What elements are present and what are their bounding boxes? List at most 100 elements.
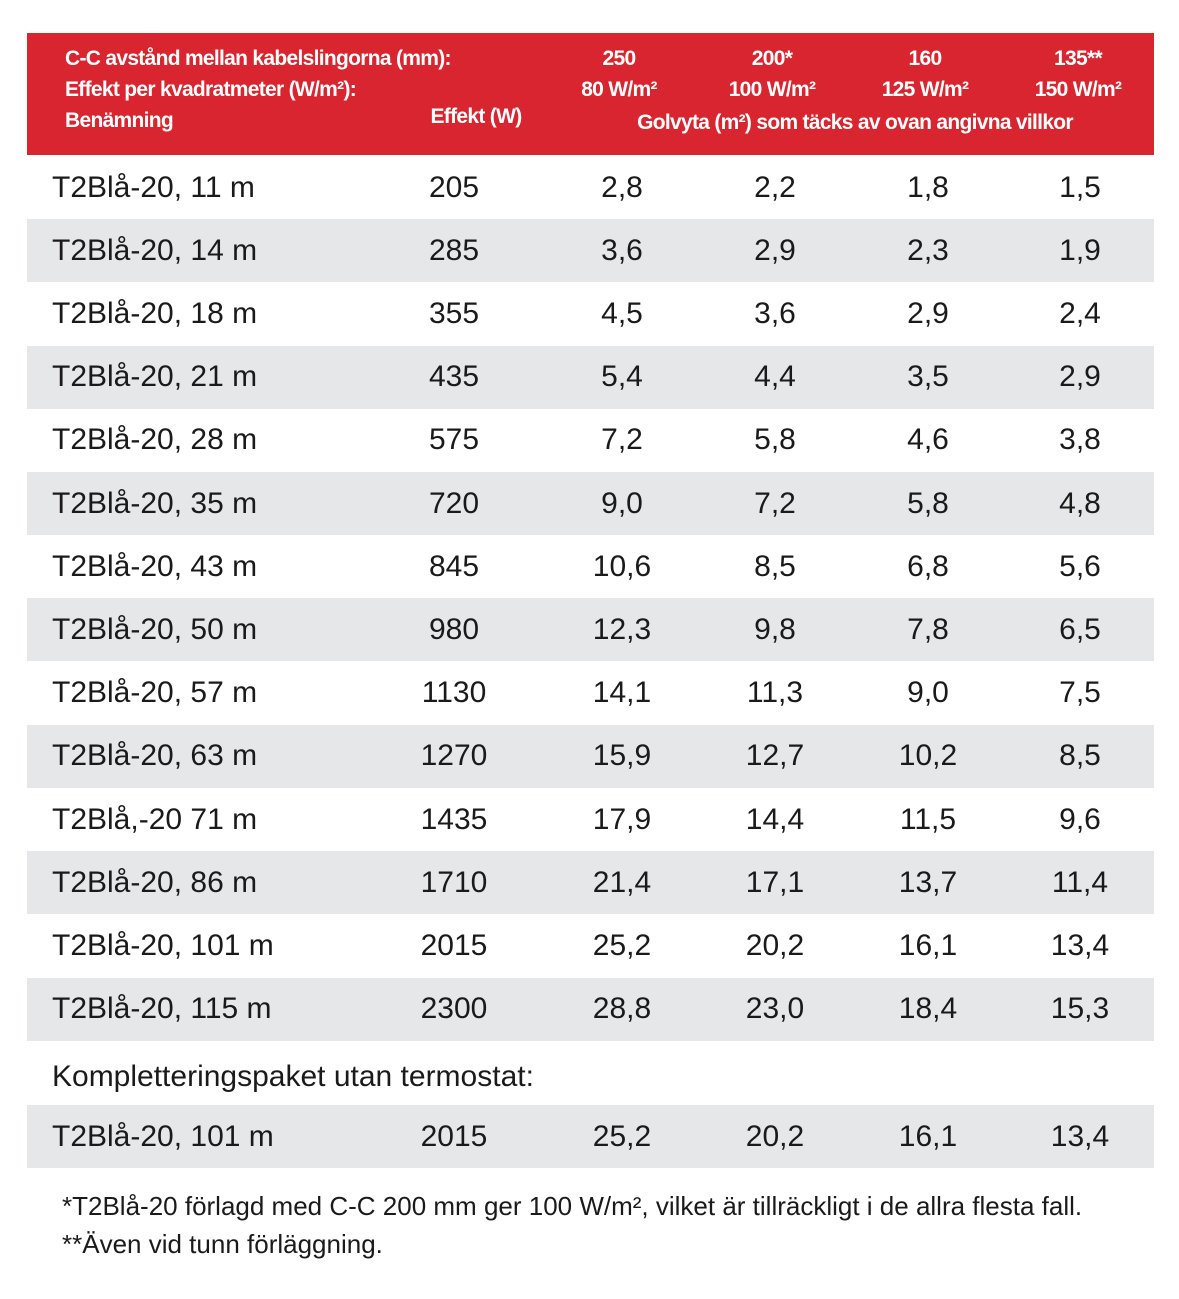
table-row: T2Blå-20, 63 m 1270 15,9 12,7 10,2 8,5	[27, 724, 1154, 788]
cell-value: 9,6	[1059, 802, 1101, 836]
cell-value: 3,6	[601, 233, 643, 267]
cell-value: 11,3	[746, 676, 804, 710]
cell-name: T2Blå-20, 57 m	[52, 676, 258, 710]
cell-value: 5,6	[1059, 549, 1101, 583]
table-row: T2Blå-20, 18 m 355 4,5 3,6 2,9 2,4	[27, 282, 1154, 345]
cell-name: T2Blå-20, 43 m	[52, 549, 258, 583]
cell-value: 11,5	[899, 802, 957, 836]
table-row: T2Blå-20, 21 m 435 5,4 4,4 3,5 2,9	[27, 345, 1154, 409]
cell-value: 5,4	[601, 360, 643, 394]
table-row: T2Blå-20, 101 m 2015 25,2 20,2 16,1 13,4	[27, 914, 1154, 977]
cell-name: T2Blå-20, 21 m	[52, 360, 258, 394]
cell-name: T2Blå-20, 35 m	[52, 486, 258, 520]
table-row: T2Blå-20, 101 m 2015 25,2 20,2 16,1 13,4	[27, 1105, 1154, 1168]
cell-value: 1710	[420, 865, 488, 899]
cell-value: 845	[428, 549, 480, 583]
cell-value: 23,0	[745, 992, 805, 1026]
cc-label: C-C avstånd mellan kabelslingorna (mm):	[65, 47, 451, 70]
cell-value: 8,5	[1059, 739, 1101, 773]
cell-value: 6,8	[907, 549, 949, 583]
cell-value: 25,2	[592, 928, 652, 962]
cell-name: T2Blå-20, 115 m	[52, 992, 272, 1026]
cell-value: 11,4	[1051, 865, 1109, 899]
cell-value: 2,9	[1059, 360, 1101, 394]
cell-value: 5,8	[754, 423, 796, 457]
cell-value: 16,1	[898, 928, 958, 962]
cell-value: 9,8	[754, 612, 796, 646]
cell-value: 13,4	[1050, 928, 1110, 962]
cell-value: 4,5	[601, 296, 643, 330]
table-header: C-C avstånd mellan kabelslingorna (mm): …	[27, 33, 1154, 155]
cell-value: 7,5	[1059, 676, 1101, 710]
table-row: T2Blå-20, 14 m 285 3,6 2,9 2,3 1,9	[27, 219, 1154, 283]
cell-value: 20,2	[745, 928, 805, 962]
cell-value: 21,4	[592, 865, 652, 899]
cell-name: T2Blå-20, 101 m	[52, 1119, 274, 1153]
effect-label: Effekt per kvadratmeter (W/m²):	[65, 78, 357, 101]
area-label: Golvyta (m²) som täcks av ovan angivna v…	[637, 111, 1074, 134]
cell-value: 9,0	[601, 486, 643, 520]
cell-value: 205	[428, 170, 480, 204]
table-row: T2Blå-20, 115 m 2300 28,8 23,0 18,4 15,3	[27, 977, 1154, 1041]
cell-value: 2300	[420, 992, 488, 1026]
effect-150: 150 W/m²	[1034, 78, 1122, 101]
cc-135: 135**	[1054, 47, 1103, 70]
cell-name: T2Blå-20, 18 m	[52, 296, 258, 330]
cell-value: 4,4	[754, 360, 796, 394]
cell-name: T2Blå-20, 14 m	[52, 233, 258, 267]
effect-125: 125 W/m²	[881, 78, 969, 101]
section-label: Kompletteringspaket utan termostat:	[52, 1060, 534, 1093]
cell-value: 8,5	[754, 549, 796, 583]
table-row: T2Blå-20, 57 m 1130 14,1 11,3 9,0 7,5	[27, 662, 1154, 725]
cell-value: 5,8	[907, 486, 949, 520]
cell-value: 3,5	[907, 360, 949, 394]
cell-value: 1130	[421, 676, 487, 710]
cell-value: 15,3	[1050, 992, 1110, 1026]
cell-value: 12,3	[592, 612, 652, 646]
cell-value: 4,8	[1059, 486, 1101, 520]
cell-value: 435	[428, 360, 480, 394]
cell-value: 285	[428, 233, 480, 267]
table-row: T2Blå-20, 86 m 1710 21,4 17,1 13,7 11,4	[27, 851, 1154, 915]
cell-value: 25,2	[592, 1119, 652, 1153]
cell-value: 20,2	[745, 1119, 805, 1153]
cell-value: 18,4	[898, 992, 958, 1026]
cell-value: 1,8	[907, 170, 949, 204]
cell-value: 17,1	[745, 865, 805, 899]
cell-value: 7,2	[754, 486, 796, 520]
cc-160: 160	[908, 47, 943, 70]
table-row: T2Blå-20, 35 m 720 9,0 7,2 5,8 4,8	[27, 472, 1154, 535]
cell-value: 13,4	[1050, 1119, 1110, 1153]
cell-value: 1270	[420, 739, 488, 773]
cell-value: 1,9	[1059, 233, 1101, 267]
cell-value: 2015	[420, 1119, 488, 1153]
table-row: T2Blå-20, 28 m 575 7,2 5,8 4,6 3,8	[27, 409, 1154, 472]
table-row: T2Blå-20, 11 m 205 2,8 2,2 1,8 1,5	[27, 156, 1154, 219]
cell-value: 14,1	[592, 676, 652, 710]
cell-value: 2015	[420, 928, 488, 962]
cell-value: 14,4	[745, 802, 805, 836]
cell-name: T2Blå-20, 86 m	[52, 865, 258, 899]
cell-value: 2,3	[907, 233, 949, 267]
cell-value: 355	[428, 296, 480, 330]
name-label: Benämning	[65, 109, 174, 132]
cell-value: 15,9	[592, 739, 652, 773]
cell-name: T2Blå-20, 28 m	[52, 423, 258, 457]
cell-value: 10,6	[592, 549, 652, 583]
cell-name: T2Blå-20, 50 m	[52, 612, 258, 646]
effect-100: 100 W/m²	[728, 78, 816, 101]
table-row: T2Blå-20, 50 m 980 12,3 9,8 7,8 6,5	[27, 598, 1154, 662]
cell-value: 6,5	[1059, 612, 1101, 646]
cell-value: 16,1	[898, 1119, 958, 1153]
cell-value: 7,2	[601, 423, 643, 457]
cell-name: T2Blå-20, 63 m	[52, 739, 258, 773]
table-row: T2Blå,-20 71 m 1435 17,9 14,4 11,5 9,6	[27, 788, 1154, 851]
cell-value: 2,4	[1059, 296, 1101, 330]
cell-name: T2Blå-20, 11 m	[52, 170, 255, 204]
cell-value: 4,6	[907, 423, 949, 457]
cc-200: 200*	[751, 47, 793, 70]
effect-80: 80 W/m²	[581, 78, 657, 101]
cell-value: 720	[428, 486, 480, 520]
cell-value: 575	[428, 423, 480, 457]
cell-name: T2Blå,-20 71 m	[52, 802, 258, 836]
